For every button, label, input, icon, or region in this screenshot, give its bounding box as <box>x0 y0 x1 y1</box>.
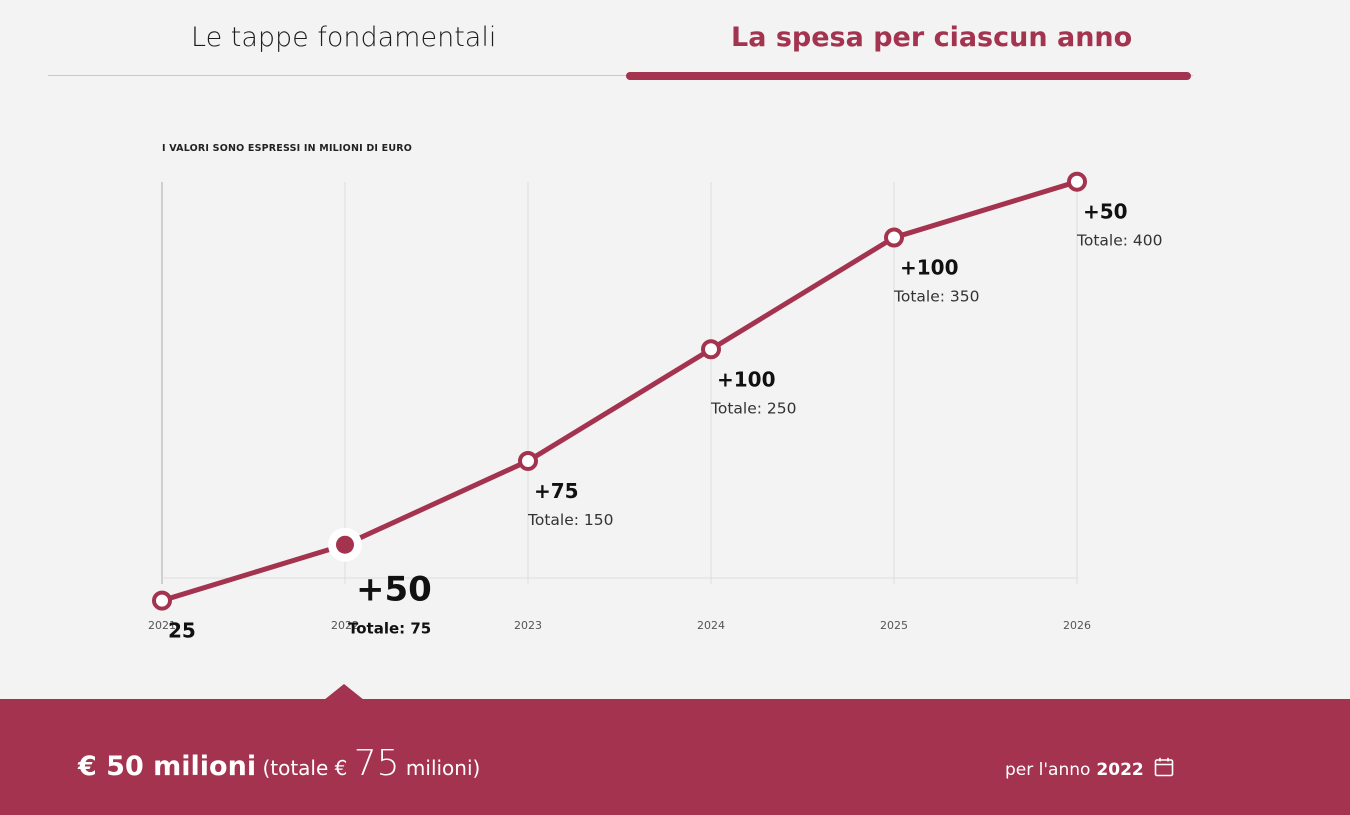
data-point <box>152 590 172 611</box>
selected-data-point <box>336 535 354 554</box>
total-label: Totale: 250 <box>710 399 796 417</box>
data-label-group: +75 Totale: 150 <box>527 479 613 529</box>
selected-year: 2022 <box>1096 759 1144 780</box>
data-label-group: +50 Totale: 400 <box>1076 200 1162 250</box>
x-tick-label: 2023 <box>514 619 542 632</box>
total-label: Totale: 400 <box>1076 232 1162 250</box>
year-selector[interactable]: per l'anno 2022 <box>1005 757 1174 782</box>
year-summary: € 50 milioni (totale € 75 milioni) <box>78 743 480 784</box>
tab-bar: Le tappe fondamentali La spesa per ciasc… <box>48 0 1193 82</box>
data-point <box>701 339 721 360</box>
data-label-group: +50 Totale: 75 <box>348 570 432 638</box>
calendar-icon[interactable] <box>1154 757 1174 782</box>
tab-spesa-per-anno[interactable]: La spesa per ciascun anno <box>731 22 1133 53</box>
summary-total-suffix: milioni) <box>405 756 481 780</box>
total-label: Totale: 75 <box>348 620 431 638</box>
increment-label: +100 <box>717 367 776 391</box>
x-tick-label: 2026 <box>1063 619 1091 632</box>
increment-label: +100 <box>900 256 959 280</box>
x-tick-label: 2025 <box>880 619 908 632</box>
data-label-group: 25 <box>168 619 196 643</box>
data-point <box>1067 171 1087 192</box>
x-tick-label: 2021 <box>148 619 176 632</box>
summary-total-prefix: (totale € <box>262 756 348 780</box>
tab-divider <box>48 75 1193 76</box>
data-point <box>518 450 538 471</box>
increment-label: +50 <box>356 570 432 610</box>
summary-amount: € 50 milioni <box>78 751 257 782</box>
x-tick-label: 2024 <box>697 619 725 632</box>
year-summary-footer: € 50 milioni (totale € 75 milioni) per l… <box>0 699 1350 815</box>
series-line <box>159 179 1080 604</box>
increment-label: 25 <box>168 619 196 643</box>
data-label-group: +100 Totale: 350 <box>893 256 979 306</box>
total-label: Totale: 150 <box>527 511 613 529</box>
total-label: Totale: 350 <box>893 288 979 306</box>
active-tab-indicator <box>626 72 1191 80</box>
data-label-group: +100 Totale: 250 <box>710 367 796 417</box>
chart-unit-note: I VALORI SONO ESPRESSI IN MILIONI DI EUR… <box>162 143 413 154</box>
data-point <box>884 227 904 248</box>
summary-total-value: 75 <box>353 743 400 784</box>
year-prefix: per l'anno <box>1005 759 1091 780</box>
tab-tappe-fondamentali[interactable]: Le tappe fondamentali <box>191 22 497 53</box>
increment-label: +75 <box>534 479 579 503</box>
footer-pointer <box>324 684 364 700</box>
increment-label: +50 <box>1083 200 1128 224</box>
x-tick-label: 2022 <box>331 619 359 632</box>
